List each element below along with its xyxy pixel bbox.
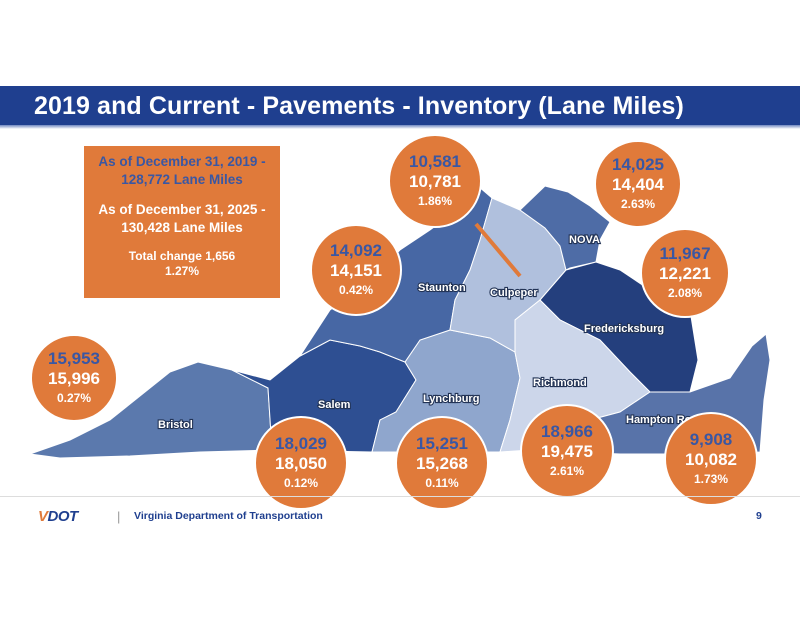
summary-2019-heading: As of December 31, 2019 - bbox=[98, 154, 266, 169]
region-label-lynchburg: Lynchburg bbox=[423, 393, 479, 405]
bubble-culpeper-pct: 1.86% bbox=[417, 194, 453, 208]
summary-2019-value: 128,772 Lane Miles bbox=[121, 172, 243, 187]
region-label-fredericksburg: Fredericksburg bbox=[584, 323, 664, 335]
bubble-richmond-pct: 2.61% bbox=[549, 464, 585, 478]
bubble-hampton-roads-2019: 9,908 bbox=[689, 430, 733, 449]
bubble-hampton-roads-current: 10,082 bbox=[685, 450, 737, 469]
title-bar bbox=[0, 86, 800, 130]
summary-2025-value: 130,428 Lane Miles bbox=[121, 220, 243, 235]
summary-total-pct: 1.27% bbox=[164, 264, 200, 278]
bubble-lynchburg-pct: 0.11% bbox=[425, 476, 459, 490]
bubble-culpeper: 10,581 10,781 1.86% bbox=[388, 134, 482, 228]
vdot-logo: VDOT bbox=[38, 508, 78, 525]
summary-2025-heading: As of December 31, 2025 - bbox=[98, 202, 266, 217]
bubble-nova-2019: 14,025 bbox=[612, 155, 664, 174]
bubble-fredericksburg: 11,967 12,221 2.08% bbox=[640, 228, 730, 318]
bubble-nova: 14,025 14,404 2.63% bbox=[594, 140, 682, 228]
bubble-culpeper-2019: 10,581 bbox=[409, 152, 461, 171]
vdot-logo-v: V bbox=[38, 508, 48, 525]
bubble-richmond-2019: 18,966 bbox=[541, 422, 593, 441]
region-label-staunton: Staunton bbox=[418, 282, 466, 294]
bubble-fredericksburg-2019: 11,967 bbox=[659, 244, 711, 263]
summary-box: As of December 31, 2019 - 128,772 Lane M… bbox=[84, 146, 280, 298]
title-bar-shade bbox=[0, 125, 800, 129]
bubble-lynchburg-current: 15,268 bbox=[416, 454, 468, 473]
bubble-richmond: 18,966 19,475 2.61% bbox=[520, 404, 614, 498]
bubble-salem-2019: 18,029 bbox=[275, 434, 327, 453]
bubble-lynchburg: 15,251 15,268 0.11% bbox=[395, 416, 489, 510]
bubble-fredericksburg-pct: 2.08% bbox=[667, 286, 703, 300]
bubble-culpeper-current: 10,781 bbox=[409, 172, 461, 191]
bubble-staunton-2019: 14,092 bbox=[330, 241, 382, 260]
bubble-salem: 18,029 18,050 0.12% bbox=[254, 416, 348, 510]
region-label-bristol: Bristol bbox=[158, 419, 193, 431]
bubble-nova-pct: 2.63% bbox=[620, 197, 656, 211]
page-number: 9 bbox=[756, 510, 762, 522]
bubble-bristol-current: 15,996 bbox=[48, 369, 100, 388]
bubble-fredericksburg-current: 12,221 bbox=[659, 264, 711, 283]
bubble-staunton-pct: 0.42% bbox=[338, 283, 374, 297]
region-label-culpeper: Culpeper bbox=[490, 287, 538, 299]
bubble-bristol-pct: 0.27% bbox=[56, 391, 92, 405]
bubble-bristol-2019: 15,953 bbox=[48, 349, 100, 368]
vdot-logo-text: DOT bbox=[47, 508, 79, 525]
footer-divider: | bbox=[117, 509, 121, 524]
region-label-richmond: Richmond bbox=[533, 377, 587, 389]
bubble-nova-current: 14,404 bbox=[612, 175, 664, 194]
region-label-salem: Salem bbox=[318, 399, 351, 411]
bubble-richmond-current: 19,475 bbox=[541, 442, 593, 461]
bubble-hampton-roads-pct: 1.73% bbox=[693, 472, 729, 486]
bubble-lynchburg-2019: 15,251 bbox=[416, 434, 468, 453]
bubble-bristol: 15,953 15,996 0.27% bbox=[30, 334, 118, 422]
footer-rule bbox=[0, 496, 800, 497]
footer-org-name: Virginia Department of Transportation bbox=[134, 510, 323, 522]
culpeper-leader-line bbox=[474, 222, 522, 278]
bubble-staunton: 14,092 14,151 0.42% bbox=[310, 224, 402, 316]
bubble-hampton-roads: 9,908 10,082 1.73% bbox=[664, 412, 758, 506]
bubble-salem-current: 18,050 bbox=[275, 454, 327, 473]
summary-total-change: Total change 1,656 bbox=[128, 249, 236, 263]
bubble-salem-pct: 0.12% bbox=[283, 476, 319, 490]
slide-title: 2019 and Current - Pavements - Inventory… bbox=[34, 92, 684, 120]
bubble-staunton-current: 14,151 bbox=[330, 261, 382, 280]
region-label-nova: NOVA bbox=[569, 234, 600, 246]
